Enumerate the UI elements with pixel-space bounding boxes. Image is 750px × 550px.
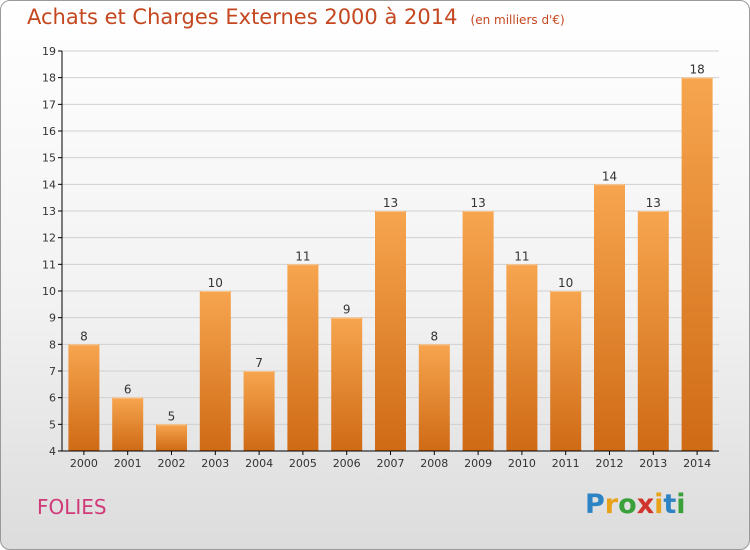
- bar: [550, 291, 582, 451]
- data-label: 8: [80, 329, 88, 343]
- y-tick-label: 15: [42, 152, 56, 165]
- data-label: 8: [430, 329, 438, 343]
- bar: [681, 77, 713, 452]
- bar: [112, 397, 144, 451]
- logo-letter: i: [676, 489, 686, 520]
- chart-title: Achats et Charges Externes 2000 à 2014 (…: [27, 5, 565, 29]
- x-tick-label: 2014: [683, 457, 711, 470]
- y-tick-label: 12: [42, 232, 56, 245]
- commune-name: FOLIES: [37, 495, 107, 519]
- x-tick-label: 2005: [289, 457, 317, 470]
- y-tick-label: 16: [42, 125, 56, 138]
- bar: [287, 264, 319, 451]
- data-label: 18: [689, 63, 704, 77]
- x-tick-label: 2001: [114, 457, 142, 470]
- logo-letter: x: [636, 489, 655, 520]
- x-tick-label: 2002: [158, 457, 186, 470]
- y-tick-label: 9: [49, 312, 56, 325]
- y-tick-label: 10: [42, 285, 56, 298]
- x-tick-label: 2000: [70, 457, 98, 470]
- y-tick-label: 13: [42, 205, 56, 218]
- bar: [506, 264, 538, 451]
- data-label: 14: [602, 169, 617, 183]
- data-label: 7: [255, 356, 263, 370]
- y-tick-label: 5: [49, 418, 56, 431]
- data-label: 13: [383, 196, 398, 210]
- bar: [462, 211, 494, 451]
- proxiti-logo: Proxiti: [585, 489, 686, 520]
- logo-letter: i: [654, 489, 664, 520]
- bar: [594, 184, 625, 452]
- x-tick-label: 2006: [333, 457, 361, 470]
- logo-letter: r: [604, 489, 619, 520]
- bar: [375, 211, 406, 451]
- x-tick-label: 2003: [201, 457, 229, 470]
- y-tick-label: 8: [49, 338, 56, 351]
- bar: [156, 424, 187, 451]
- bar: [243, 371, 275, 451]
- y-tick-label: 11: [42, 258, 56, 271]
- data-label: 13: [646, 196, 661, 210]
- logo-letter: t: [663, 489, 677, 520]
- chart-unit-note: (en milliers d'€): [470, 13, 565, 27]
- bar: [637, 211, 669, 451]
- data-label: 6: [124, 383, 132, 397]
- data-label: 11: [295, 249, 310, 263]
- x-tick-label: 2004: [245, 457, 273, 470]
- data-label: 10: [208, 276, 223, 290]
- data-label: 5: [168, 409, 176, 423]
- bar: [199, 291, 231, 451]
- x-tick-label: 2007: [377, 457, 405, 470]
- x-tick-label: 2008: [420, 457, 448, 470]
- y-tick-label: 6: [49, 392, 56, 405]
- x-tick-label: 2012: [596, 457, 624, 470]
- bar: [418, 344, 450, 451]
- data-label: 9: [343, 303, 351, 317]
- y-tick-label: 14: [42, 178, 56, 191]
- x-tick-label: 2010: [508, 457, 536, 470]
- y-tick-label: 4: [49, 445, 56, 458]
- x-tick-label: 2011: [552, 457, 580, 470]
- data-label: 11: [514, 249, 529, 263]
- y-tick-label: 7: [49, 365, 56, 378]
- y-tick-label: 19: [42, 45, 56, 58]
- bar: [331, 317, 363, 451]
- y-tick-label: 18: [42, 72, 56, 85]
- chart-title-text: Achats et Charges Externes 2000 à 2014: [27, 5, 458, 29]
- x-tick-label: 2009: [464, 457, 492, 470]
- logo-letter: P: [585, 489, 605, 520]
- x-tick-label: 2013: [639, 457, 667, 470]
- logo-letter: o: [618, 489, 637, 520]
- bar: [68, 344, 100, 451]
- y-tick-label: 17: [42, 98, 56, 111]
- data-label: 10: [558, 276, 573, 290]
- data-label: 13: [470, 196, 485, 210]
